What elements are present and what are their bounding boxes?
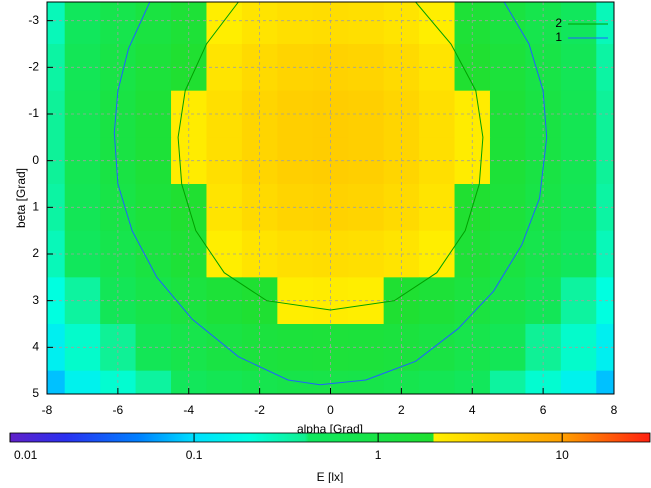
heat-cell (47, 90, 66, 138)
heat-cell (64, 2, 101, 45)
heat-cell (596, 370, 614, 394)
heat-cell (64, 277, 101, 325)
heat-cell (596, 2, 614, 45)
y-axis-label: beta [Grad] (14, 168, 28, 228)
heat-cell (277, 370, 314, 394)
heat-cell (206, 44, 243, 92)
colorbar-tick-label: 0.01 (14, 448, 38, 462)
heat-cell (135, 44, 172, 92)
heat-cell (419, 370, 456, 394)
x-tick-label: -6 (113, 403, 124, 417)
x-tick-label: 2 (398, 403, 405, 417)
heat-cell (560, 370, 597, 394)
heat-cell (47, 44, 66, 92)
x-tick-label: 0 (327, 403, 334, 417)
y-tick-label: 5 (32, 386, 39, 400)
y-tick-label: -2 (28, 60, 39, 74)
heat-cell (489, 137, 526, 185)
y-tick-label: 3 (32, 293, 39, 307)
heat-cell (206, 277, 243, 325)
heat-cell (206, 90, 243, 138)
heat-cell (47, 277, 66, 325)
contours (113, 2, 548, 386)
heat-cell (206, 324, 243, 372)
heat-cell (489, 2, 526, 45)
heat-cell (64, 137, 101, 185)
legend-label: 1 (555, 30, 562, 44)
x-tick-label: -8 (42, 403, 53, 417)
heat-cell (64, 324, 101, 372)
heat-cell (560, 2, 597, 45)
x-tick-label: 4 (469, 403, 476, 417)
y-tick-label: 2 (32, 246, 39, 260)
heat-cell (489, 90, 526, 138)
heat-cell (135, 2, 172, 45)
heat-cell (560, 184, 597, 232)
y-tick-label: 0 (32, 153, 39, 167)
colorbar-tick-label: 10 (556, 448, 570, 462)
heat-cell (560, 324, 597, 372)
y-tick-label: -3 (28, 13, 39, 27)
contour-line (113, 2, 548, 386)
heat-cell (135, 137, 172, 185)
heat-cell (47, 324, 66, 372)
x-tick-label: -2 (254, 403, 265, 417)
heat-cell (47, 2, 66, 45)
y-tick-label: 4 (32, 340, 39, 354)
heat-cell (348, 2, 385, 45)
heat-cell (560, 137, 597, 185)
colorbar (9, 432, 651, 443)
heat-cell (64, 230, 101, 278)
heat-cell (64, 184, 101, 232)
heat-cell (135, 90, 172, 138)
x-tick-label: 8 (611, 403, 618, 417)
heat-cell (489, 370, 526, 394)
heat-cell (277, 2, 314, 45)
heat-cell (47, 230, 66, 278)
heat-cell (489, 44, 526, 92)
heat-cell (489, 230, 526, 278)
heat-cell (419, 2, 456, 45)
heatmap (47, 2, 614, 394)
x-tick-label: 6 (540, 403, 547, 417)
heat-cell (560, 230, 597, 278)
heat-cell (206, 184, 243, 232)
heat-cell (489, 324, 526, 372)
heat-cell (135, 370, 172, 394)
heat-cell (489, 184, 526, 232)
heat-cell (135, 277, 172, 325)
colorbar-tick-label: 1 (375, 448, 382, 462)
x-tick-label: -4 (183, 403, 194, 417)
heat-cell (489, 277, 526, 325)
heat-cell (135, 184, 172, 232)
heat-cell (47, 370, 66, 394)
heat-cell (206, 137, 243, 185)
heat-cell (206, 230, 243, 278)
heat-cell (64, 370, 101, 394)
heat-cell (560, 44, 597, 92)
colorbar-tick-label: 0.1 (186, 448, 203, 462)
heat-cell (135, 324, 172, 372)
heat-cell (47, 137, 66, 185)
contour-line (177, 2, 484, 311)
legend-label: 2 (555, 16, 562, 30)
heat-cell (64, 44, 101, 92)
y-tick-label: -1 (28, 106, 39, 120)
heat-cell (64, 90, 101, 138)
heat-cell (206, 370, 243, 394)
colorbar-label: E [lx] (317, 470, 344, 483)
heat-cell (206, 2, 243, 45)
heat-cell (560, 90, 597, 138)
heat-cell (47, 184, 66, 232)
heat-cell (560, 277, 597, 325)
y-tick-label: 1 (32, 200, 39, 214)
